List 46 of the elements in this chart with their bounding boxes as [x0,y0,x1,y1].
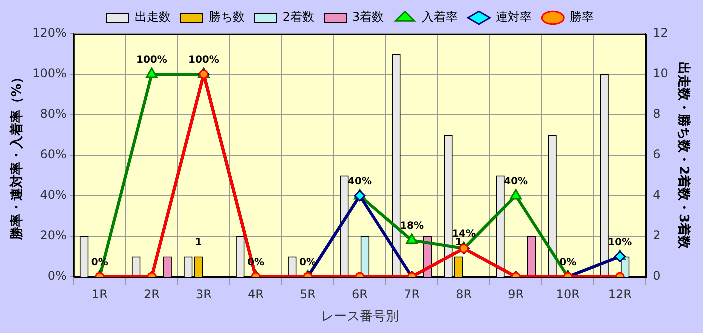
y2-tick-label: 6 [653,148,661,162]
data-label: 100% [188,55,220,66]
y2-axis-title: 出走数・勝ち数・2着数・3着数 [676,62,692,250]
x-tick-label: 3R [196,287,212,302]
legend-label: 3着数 [352,10,384,24]
y2-tick-label: 12 [653,26,668,40]
x-tick-label: 9R [508,287,524,302]
legend-label: 2着数 [282,10,315,24]
data-label: 18% [400,221,424,232]
y-tick-label: 80% [40,107,67,122]
point [406,234,418,244]
y2-tick-label: 10 [653,66,668,81]
legend-label: 連対率 [496,10,532,24]
y-tick-label: 20% [40,228,67,243]
x-tick-label: 6R [352,287,368,302]
y-tick-label: 100% [32,66,67,81]
point [510,189,522,200]
data-label: 100% [136,55,168,66]
y-tick-label: 0% [48,269,67,284]
y-tick-label: 40% [40,188,67,202]
data-label: 40% [348,176,372,188]
legend-label: 入着率 [422,10,458,24]
data-label: 10% [608,237,632,248]
legend-label: 勝率 [570,10,594,24]
x-tick-label: 2R [144,287,160,302]
y-tick-label: 120% [32,26,67,40]
y2-tick-label: 2 [653,228,661,243]
point [146,68,158,78]
x-axis-title: レース番号別 [321,310,400,325]
x-tick-label: 1R [92,287,108,302]
legend-label: 勝ち数 [208,10,245,24]
x-tick-label: 5R [300,287,316,302]
y-axis-title: 勝率・連対率・入着率（%） [9,70,26,242]
y2-tick-label: 4 [653,188,661,202]
x-tick-label: 10R [556,287,580,302]
data-label: 1 [455,237,462,248]
x-tick-label: 7R [404,287,420,302]
data-label: 1 [195,237,202,248]
x-tick-label: 4R [248,287,264,302]
y2-tick-label: 8 [653,107,661,122]
legend-label: 出走数 [134,10,171,24]
y2-tick-label: 0 [653,269,661,284]
y-tick-label: 60% [40,148,67,162]
data-label: 0% [560,258,577,269]
x-tick-label: 8R [456,287,472,302]
x-tick-label: 12R [608,287,632,302]
